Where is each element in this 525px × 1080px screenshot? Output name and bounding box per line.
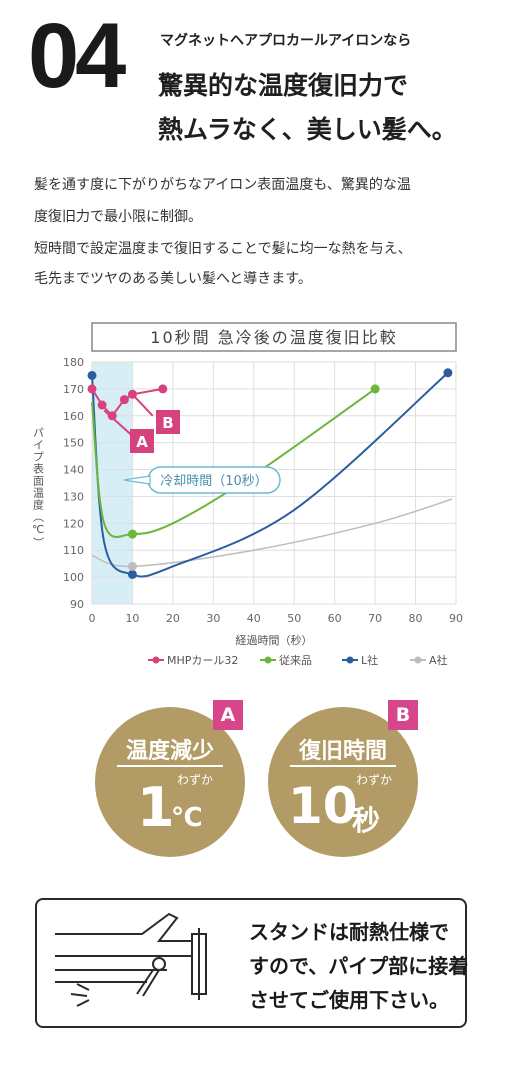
legend-swatch-dot: [414, 656, 422, 664]
series-line-3: [91, 498, 453, 568]
stat-circle-a: 温度減少 わずか 1 ℃: [95, 707, 245, 857]
body-line-3: 短時間で設定温度まで復旧することで髪に均一な熱を与え、: [34, 241, 412, 257]
data-point: [443, 368, 453, 378]
stat-a-small: わずか: [177, 773, 214, 787]
legend-label: MHPカール32: [167, 654, 238, 667]
data-point: [97, 400, 107, 410]
data-point: [87, 384, 97, 394]
data-point: [87, 370, 97, 380]
y-tick-label: 170: [63, 383, 84, 396]
data-point: [119, 395, 129, 405]
temperature-recovery-chart: 10秒間 急冷後の温度復旧比較 901001101201301401501601…: [32, 322, 463, 667]
cooling-callout-label: 冷却時間（10秒）: [160, 474, 268, 489]
y-tick-label: 180: [63, 356, 84, 369]
y-tick-label: 100: [63, 571, 84, 584]
notice-line-2: すので、パイプ部に接着: [249, 954, 469, 978]
data-point: [127, 529, 137, 539]
y-tick-label: 150: [63, 437, 84, 450]
annotation-a-badge: [130, 429, 154, 453]
body-line-1: 髪を通す度に下がりがちなアイロン表面温度も、驚異的な温: [34, 177, 411, 193]
stat-a-unit: ℃: [171, 803, 203, 833]
x-tick-label: 90: [449, 612, 463, 625]
data-point: [127, 569, 137, 579]
y-tick-label: 120: [63, 517, 84, 530]
x-tick-label: 60: [328, 612, 342, 625]
chart-title: 10秒間 急冷後の温度復旧比較: [150, 328, 397, 347]
x-tick-label: 80: [409, 612, 423, 625]
legend-swatch-dot: [152, 656, 160, 664]
y-axis-label: パイプ表面温度（℃）: [32, 427, 45, 549]
stat-a-divider: [117, 765, 223, 767]
stat-b-value: 10: [288, 777, 358, 835]
x-tick-label: 0: [89, 612, 96, 625]
annotation-b-badge: [156, 410, 180, 434]
legend-label: 従来品: [279, 654, 312, 667]
section-subtitle: マグネットヘアプロカールアイロンなら: [160, 33, 412, 49]
stat-a-label: 温度減少: [125, 739, 214, 764]
section-number: 04: [28, 5, 126, 107]
body-line-2: 度復旧力で最小限に制御。: [34, 209, 202, 225]
annotation-b-label: B: [162, 414, 173, 432]
x-tick-label: 20: [166, 612, 180, 625]
chart-title-box: [91, 322, 457, 352]
series-line-2: [91, 372, 449, 578]
heading-line-1: 驚異的な温度復旧力で: [158, 71, 409, 100]
y-tick-label: 140: [63, 464, 84, 477]
stat-badge-a: A: [213, 700, 243, 730]
y-tick-label: 130: [63, 490, 84, 503]
stand-notice-box: スタンドは耐熱仕様で すので、パイプ部に接着 させてご使用下さい。: [35, 898, 469, 1028]
stat-b-label: 復旧時間: [298, 739, 387, 764]
legend-swatch-dot: [346, 656, 354, 664]
series-line-1: [91, 388, 376, 538]
annotation-b-pointer: [131, 393, 154, 417]
stat-b-unit: 秒: [352, 804, 381, 837]
cooling-callout-pointer: [123, 475, 151, 485]
legend-label: A社: [429, 653, 448, 667]
heading-line-2: 熱ムラなく、美しい髪へ。: [158, 115, 457, 144]
y-tick-label: 160: [63, 410, 84, 423]
iron-stand-illustration-icon: [55, 912, 207, 1007]
x-tick-label: 10: [125, 612, 139, 625]
notice-line-1: スタンドは耐熱仕様で: [249, 920, 449, 944]
stat-circle-b: 復旧時間 わずか 10 秒: [268, 707, 418, 857]
stat-b-divider: [290, 765, 396, 767]
x-tick-label: 70: [368, 612, 382, 625]
stat-b-small: わずか: [356, 773, 393, 787]
stat-a-value: 1: [137, 776, 175, 839]
x-tick-label: 30: [206, 612, 220, 625]
body-line-4: 毛先までツヤのある美しい髪へと導きます。: [34, 271, 312, 287]
x-tick-label: 40: [247, 612, 261, 625]
y-tick-label: 90: [70, 598, 84, 611]
notice-line-3: させてご使用下さい。: [249, 988, 449, 1012]
legend-label: L社: [361, 653, 378, 667]
data-point: [127, 561, 137, 571]
x-axis-label: 経過時間（秒）: [236, 633, 313, 647]
y-tick-label: 110: [63, 544, 84, 557]
legend-swatch-dot: [264, 656, 272, 664]
x-tick-label: 50: [287, 612, 301, 625]
stat-badge-b: B: [388, 700, 418, 730]
data-point: [158, 384, 168, 394]
data-point: [370, 384, 380, 394]
annotation-a-label: A: [136, 433, 148, 451]
data-point: [107, 411, 117, 421]
